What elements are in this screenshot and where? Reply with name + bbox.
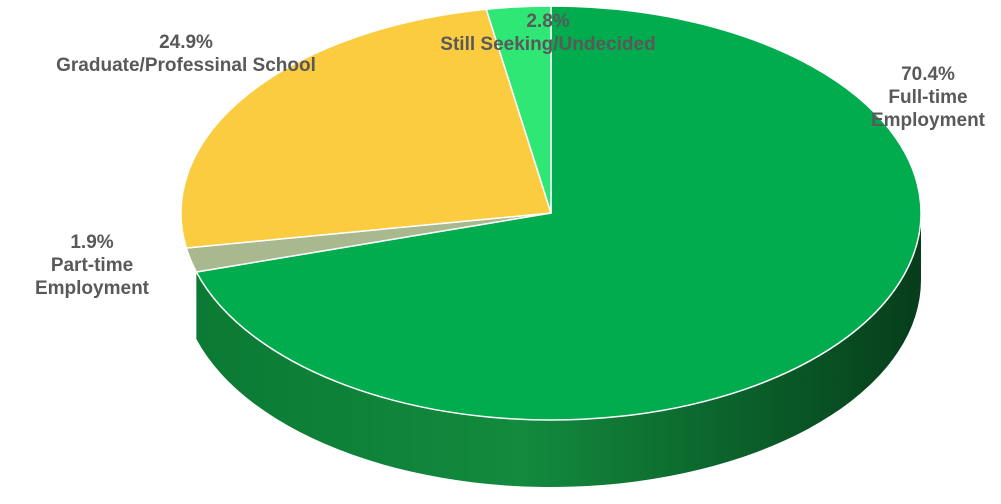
- data-label-graduate-professinal-school: 24.9% Graduate/Professinal School: [56, 32, 316, 76]
- slice-name: Still Seeking/Undecided: [440, 34, 655, 55]
- pie-side-full-time-employment: [196, 213, 922, 487]
- slice-percent: 70.4%: [901, 64, 955, 85]
- data-label-part-time-employment: 1.9% Part-time Employment: [35, 232, 150, 299]
- slice-name: Part-time: [51, 255, 133, 276]
- slice-name: Employment: [871, 110, 986, 131]
- slice-percent: 1.9%: [70, 232, 113, 253]
- pie-side-wall: [196, 213, 922, 487]
- slice-percent: 24.9%: [159, 32, 213, 53]
- pie-slice-full-time-employment: [195, 5, 922, 421]
- slice-name: Graduate/Professinal School: [56, 55, 316, 76]
- pie-slice-graduate-professinal-school: [180, 8, 552, 249]
- slice-percent: 2.8%: [526, 11, 569, 32]
- data-label-still-seeking-undecided: 2.8% Still Seeking/Undecided: [440, 11, 655, 55]
- slice-name: Full-time: [888, 87, 967, 108]
- pie-slice-still-seeking-undecided: [485, 5, 552, 214]
- data-label-full-time-employment: 70.4% Full-time Employment: [871, 64, 986, 131]
- slice-name: Employment: [35, 278, 150, 299]
- pie-slices: [180, 5, 922, 421]
